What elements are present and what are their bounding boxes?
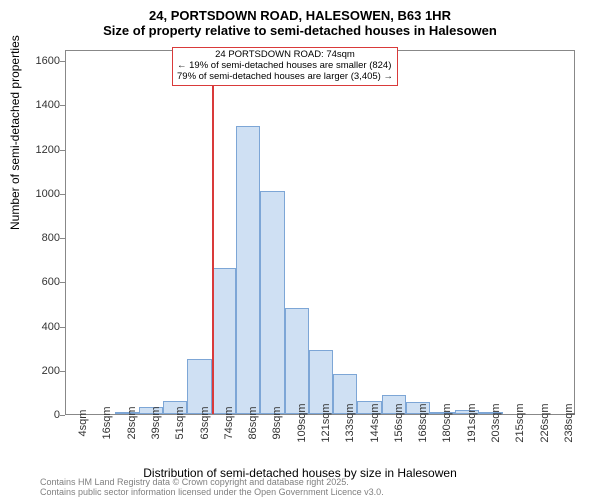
y-tick-label: 1600 bbox=[0, 55, 60, 67]
y-tick-mark bbox=[60, 61, 65, 62]
histogram-bar bbox=[212, 268, 236, 414]
histogram-bar bbox=[236, 126, 260, 414]
x-tick-label: 156sqm bbox=[393, 403, 405, 442]
x-tick-label: 109sqm bbox=[296, 403, 308, 442]
x-tick-label: 203sqm bbox=[490, 403, 502, 442]
x-tick-label: 39sqm bbox=[150, 406, 162, 439]
y-tick-mark bbox=[60, 194, 65, 195]
x-tick-label: 191sqm bbox=[466, 403, 478, 442]
annotation-line: 79% of semi-detached houses are larger (… bbox=[177, 72, 393, 83]
histogram-bar bbox=[260, 191, 284, 414]
chart-footer: Contains HM Land Registry data © Crown c… bbox=[40, 478, 384, 498]
y-tick-label: 600 bbox=[0, 276, 60, 288]
x-tick-label: 121sqm bbox=[320, 403, 332, 442]
annotation-box: 24 PORTSDOWN ROAD: 74sqm← 19% of semi-de… bbox=[172, 47, 398, 86]
y-tick-label: 1000 bbox=[0, 188, 60, 200]
x-tick-label: 51sqm bbox=[174, 406, 186, 439]
y-tick-label: 1200 bbox=[0, 144, 60, 156]
property-marker-line bbox=[212, 51, 214, 414]
chart-container: 24, PORTSDOWN ROAD, HALESOWEN, B63 1HR S… bbox=[0, 0, 600, 500]
y-tick-label: 200 bbox=[0, 365, 60, 377]
x-tick-label: 226sqm bbox=[539, 403, 551, 442]
x-tick-label: 74sqm bbox=[223, 406, 235, 439]
footer-line2: Contains public sector information licen… bbox=[40, 488, 384, 498]
x-tick-label: 16sqm bbox=[101, 406, 113, 439]
x-tick-label: 133sqm bbox=[344, 403, 356, 442]
x-tick-label: 4sqm bbox=[77, 410, 89, 437]
y-tick-label: 1400 bbox=[0, 99, 60, 111]
plot-area bbox=[65, 50, 575, 415]
x-tick-label: 238sqm bbox=[563, 403, 575, 442]
y-tick-mark bbox=[60, 327, 65, 328]
y-tick-mark bbox=[60, 415, 65, 416]
y-tick-mark bbox=[60, 105, 65, 106]
x-tick-label: 28sqm bbox=[126, 406, 138, 439]
y-tick-label: 800 bbox=[0, 232, 60, 244]
x-tick-label: 180sqm bbox=[441, 403, 453, 442]
x-tick-label: 86sqm bbox=[247, 406, 259, 439]
y-tick-mark bbox=[60, 238, 65, 239]
x-tick-label: 144sqm bbox=[369, 403, 381, 442]
y-tick-label: 0 bbox=[0, 409, 60, 421]
chart-title-line2: Size of property relative to semi-detach… bbox=[0, 23, 600, 44]
y-tick-label: 400 bbox=[0, 321, 60, 333]
y-tick-mark bbox=[60, 282, 65, 283]
x-tick-label: 98sqm bbox=[271, 406, 283, 439]
chart-title-line1: 24, PORTSDOWN ROAD, HALESOWEN, B63 1HR bbox=[0, 0, 600, 23]
x-tick-label: 215sqm bbox=[514, 403, 526, 442]
y-tick-mark bbox=[60, 150, 65, 151]
x-tick-label: 63sqm bbox=[199, 406, 211, 439]
histogram-bar bbox=[285, 308, 309, 414]
x-tick-label: 168sqm bbox=[417, 403, 429, 442]
y-tick-mark bbox=[60, 371, 65, 372]
